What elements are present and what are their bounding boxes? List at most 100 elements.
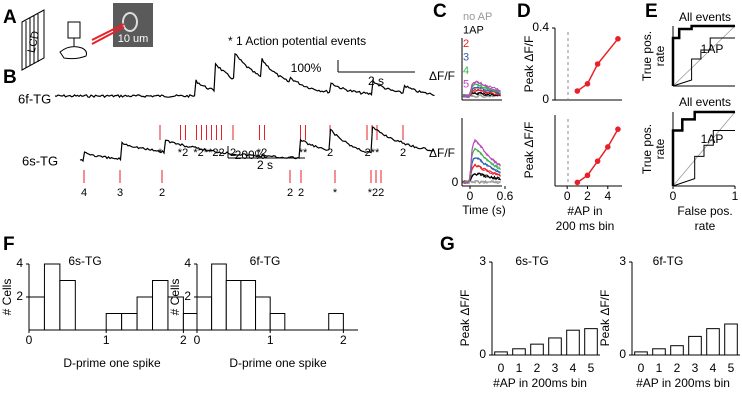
x-tick-label: 2 (340, 333, 347, 347)
event-label: 2 (230, 147, 236, 159)
data-point (574, 179, 581, 186)
x-tick-label: 5 (588, 361, 595, 375)
x-tick-label: 0 (564, 189, 571, 203)
event-label: 2 (400, 147, 406, 159)
x-tick-label: 4 (570, 361, 577, 375)
x-tick-label: 0 (194, 333, 201, 347)
y-tick-label: 0 (452, 175, 459, 189)
histogram-bar (255, 296, 271, 331)
axis-label: Time (s) (462, 203, 506, 217)
x-tick-label: 4 (604, 189, 611, 203)
x-tick-label: 2 (674, 361, 681, 375)
x-tick-label: 1 (516, 361, 523, 375)
event-label: *2 (257, 147, 267, 159)
axis-label: D-prime one spike (63, 356, 161, 370)
y-tick-label: 3 (479, 254, 486, 268)
x-tick-label: 0 (26, 333, 33, 347)
x-tick-label: 0 (670, 189, 677, 203)
bar (688, 335, 702, 356)
axis-label: #AP in 200ms bin (636, 376, 730, 390)
axis-label: Peak ΔF/F (458, 290, 472, 347)
data-point (574, 88, 581, 94)
series-line (671, 110, 735, 186)
data-point (615, 126, 621, 132)
event-label: 4 (81, 187, 87, 199)
histogram-bar (28, 296, 45, 331)
y-tick-label: 0 (542, 92, 549, 106)
trace-label: 6s-TG (22, 153, 58, 168)
x-tick-label: 3 (692, 361, 699, 375)
y-tick-label: 2 (16, 289, 23, 303)
x-tick-label: 1 (732, 189, 739, 203)
histogram-bar (43, 263, 61, 331)
chart-title: 6f-TG (653, 254, 684, 268)
scale-label: 2 s (257, 158, 273, 172)
y-tick-label: 2 (184, 289, 191, 303)
scale-label: 2 s (368, 74, 384, 88)
bar (548, 337, 562, 356)
axis-label: D-prime one spike (229, 356, 327, 370)
axis-label: Peak ΔF/F (522, 36, 536, 93)
y-tick-label: 4 (16, 256, 23, 270)
axis-label: # Cells (0, 279, 14, 316)
histogram-bar (105, 313, 123, 331)
event-label: 2 (287, 187, 293, 199)
bar (724, 323, 738, 356)
legend-entry: no AP (463, 11, 492, 23)
chart-title: 6f-TG (250, 254, 281, 268)
event-label: *2 (178, 147, 188, 159)
panel-letter: C (433, 1, 447, 22)
histogram-bar (136, 296, 154, 331)
event-label: 3 (117, 187, 123, 199)
bar (670, 345, 684, 356)
legend-entry: 5 (463, 78, 469, 90)
chart-title: 6s-TG (515, 254, 548, 268)
axis-label: rate (653, 138, 667, 159)
series-line (672, 37, 735, 87)
bar (634, 351, 648, 356)
series-line (672, 130, 735, 187)
legend-entry: 1AP (701, 42, 724, 56)
histogram-bar (328, 313, 344, 331)
axis-label: ΔF/F (429, 69, 455, 83)
x-tick-label: 5 (728, 361, 735, 375)
x-tick-label: 2 (534, 361, 541, 375)
data-point (594, 158, 601, 164)
legend-entry: All events (679, 95, 731, 109)
chance-line (672, 25, 736, 87)
legend-entry: 1AP (701, 132, 724, 146)
series-line (576, 38, 619, 92)
axis-label: Peak ΔF/F (598, 290, 612, 347)
average-trace (462, 140, 501, 184)
event-label: 2 (327, 147, 333, 159)
axis-label: # Cells (168, 279, 182, 316)
bar (512, 348, 526, 356)
scale-bar-label: 10 um (118, 33, 149, 45)
x-tick-label: 0 (638, 361, 645, 375)
event-label: *22 (368, 187, 385, 199)
axis-label: False pos. (677, 204, 732, 218)
x-tick-label: 3 (552, 361, 559, 375)
data-point (584, 172, 591, 179)
panel-letter: A (3, 7, 17, 28)
event-label: * (333, 187, 338, 199)
data-point (584, 81, 591, 87)
bar (706, 328, 720, 356)
data-point (615, 36, 621, 42)
panel-letter: D (517, 1, 531, 22)
histogram-bar (152, 280, 169, 331)
event-label: ** (299, 147, 308, 159)
x-tick-label: 0 (467, 189, 474, 203)
event-label: 2 (298, 187, 304, 199)
lcd-label: LCD (26, 30, 42, 54)
axis-label: rate (695, 219, 716, 233)
x-tick-label: 2 (584, 189, 591, 203)
trace-label: 6f-TG (18, 91, 51, 106)
event-label: 2** (365, 147, 380, 159)
y-tick-label: 0 (479, 347, 486, 361)
panel-letter: B (3, 67, 17, 88)
fluorescence-trace (79, 126, 435, 163)
bar (584, 328, 598, 356)
histogram-bar (196, 296, 213, 331)
